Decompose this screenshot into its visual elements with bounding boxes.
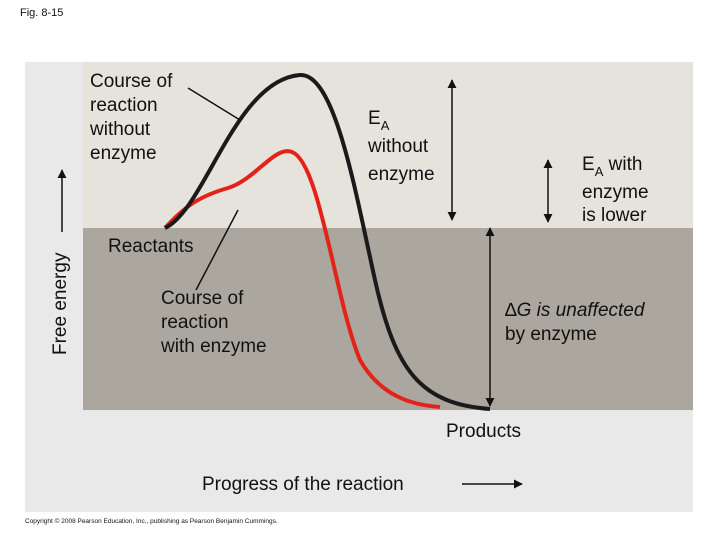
figure-label: Fig. 8-15 (20, 7, 63, 19)
curve-with-enzyme (163, 149, 441, 409)
leader-line-without-enzyme (187, 87, 241, 121)
label-course-without-enzyme: Course of reaction without enzyme (89, 71, 178, 164)
upper-band (83, 62, 693, 228)
x-axis-label: Progress of the reaction (202, 474, 404, 495)
y-axis-label: Free energy (50, 252, 71, 355)
label-reactants: Reactants (108, 236, 194, 257)
label-ea-without-enzyme: EA without enzyme (367, 108, 435, 185)
copyright-text: Copyright © 2008 Pearson Education, Inc.… (25, 517, 278, 525)
label-delta-g: ∆G is unaffected by enzyme (505, 300, 650, 345)
lower-band (83, 228, 693, 410)
label-course-with-enzyme: Course of reaction with enzyme (160, 288, 267, 357)
label-ea-with-enzyme: EA with enzyme is lower (582, 154, 654, 226)
curve-without-enzyme (164, 72, 491, 411)
label-products: Products (446, 421, 521, 442)
leader-line-with-enzyme (195, 209, 239, 291)
